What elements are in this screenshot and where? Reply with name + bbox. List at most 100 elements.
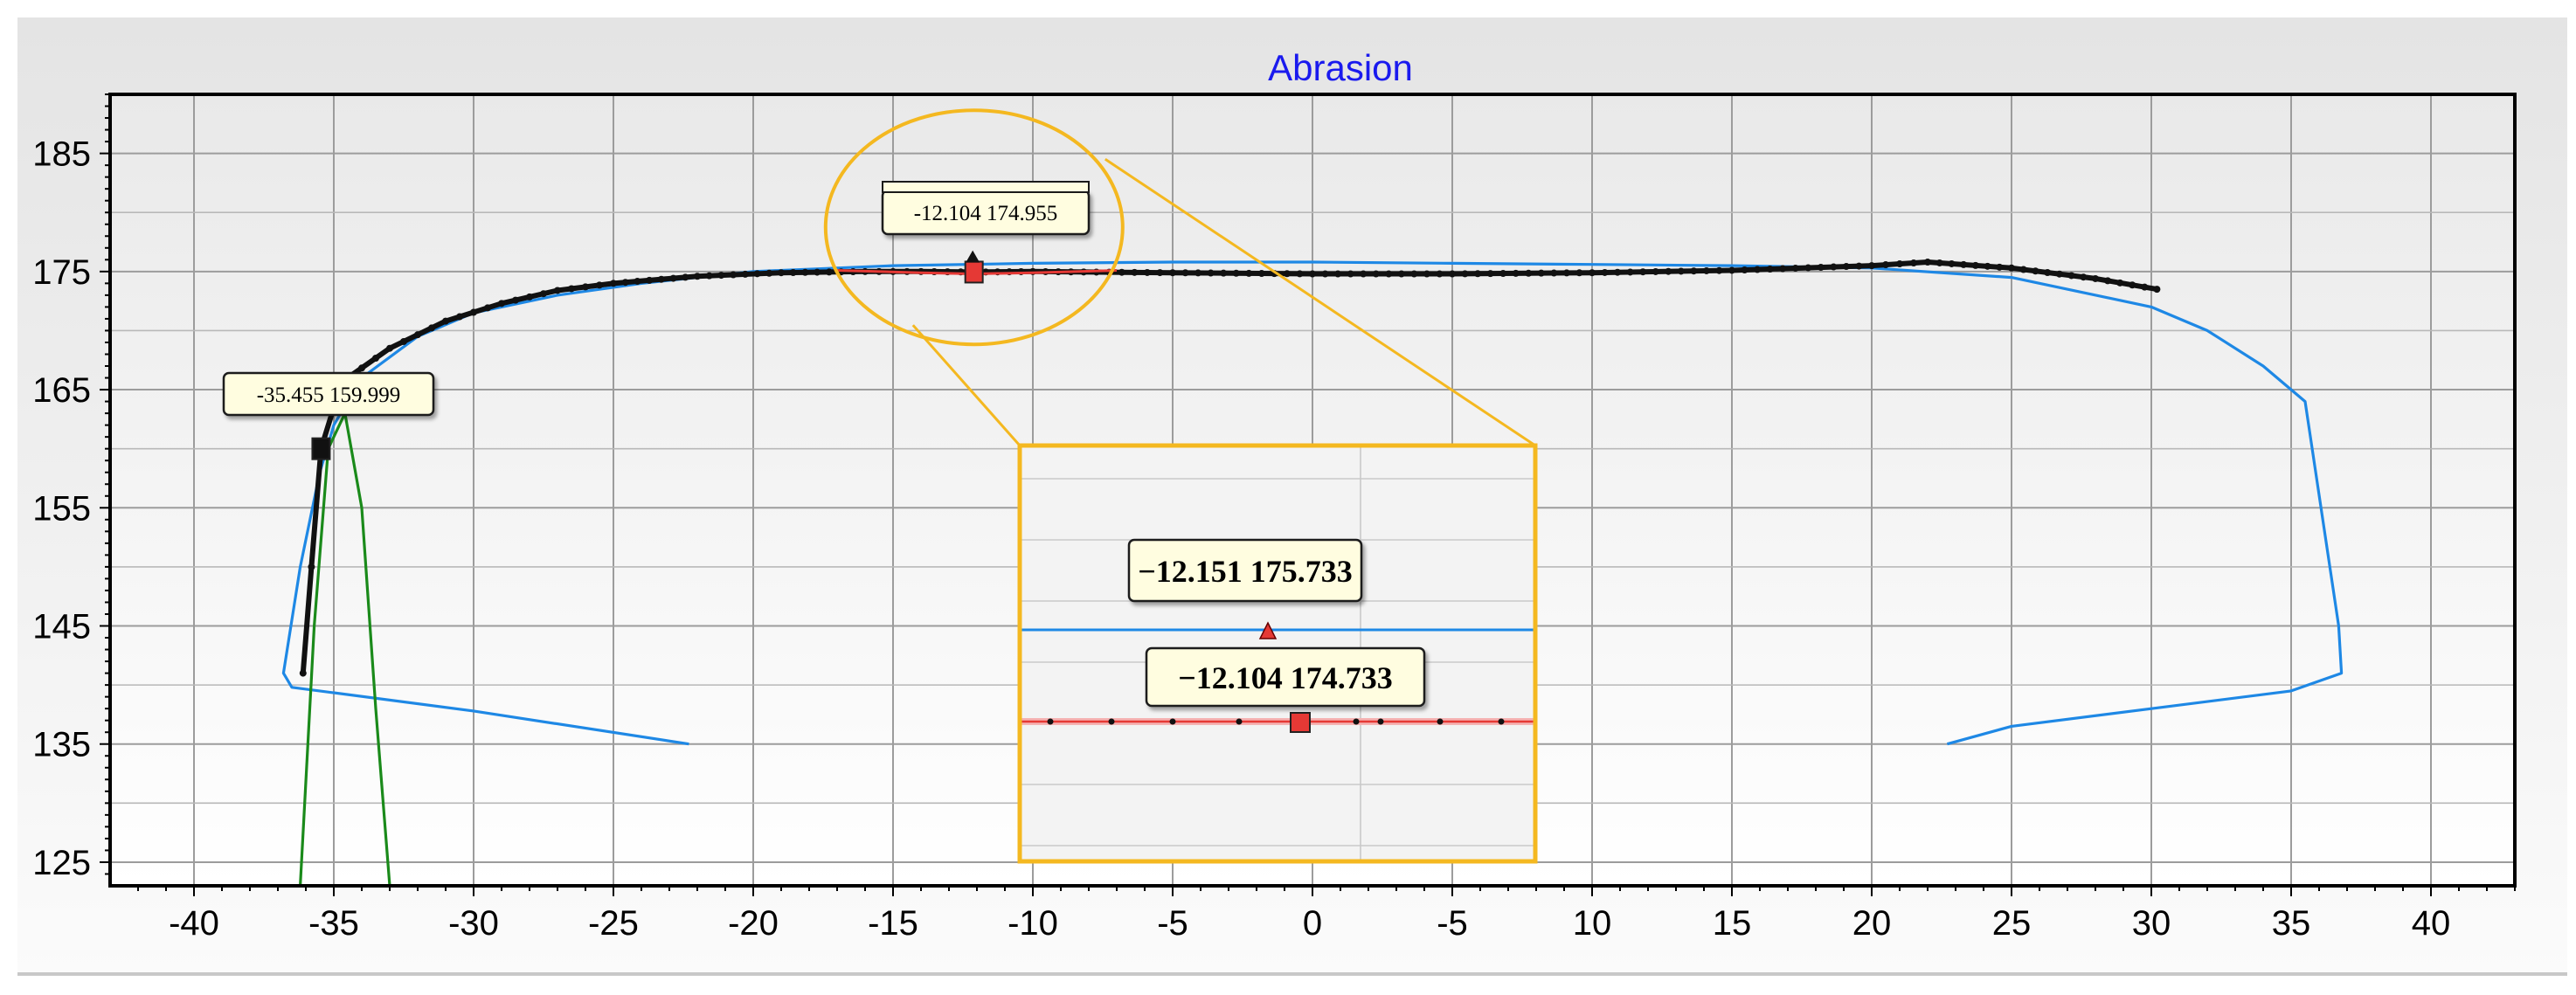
y-tick-label: 165 bbox=[32, 371, 91, 410]
series-black-point bbox=[717, 272, 725, 280]
series-black-point bbox=[621, 279, 629, 287]
marker-black-square bbox=[311, 437, 331, 460]
tooltip-marker-1: -35.455 159.999 bbox=[222, 371, 435, 417]
x-tick-label: -5 bbox=[1437, 904, 1468, 943]
series-black-point bbox=[386, 344, 393, 352]
series-black-point bbox=[1741, 266, 1748, 273]
x-tick-label: 35 bbox=[2272, 904, 2311, 943]
series-black-point bbox=[1652, 267, 1659, 275]
series-black-point bbox=[789, 268, 797, 276]
zoom-point bbox=[1498, 718, 1505, 725]
series-black-point bbox=[1626, 268, 1634, 276]
x-tick-label: 25 bbox=[1992, 904, 2032, 943]
series-black-point bbox=[1779, 265, 1787, 273]
series-black-point bbox=[1702, 266, 1710, 274]
tooltip-marker-2-stack bbox=[882, 181, 1090, 193]
series-black-point bbox=[1960, 260, 1968, 268]
series-black-point bbox=[372, 355, 379, 362]
zoom-point bbox=[1236, 718, 1243, 725]
zoom-point bbox=[1108, 718, 1115, 725]
series-black-point bbox=[526, 293, 533, 301]
tooltip-marker-1-text: -35.455 159.999 bbox=[257, 383, 401, 407]
series-black-point bbox=[1589, 269, 1596, 277]
x-tick-label: 0 bbox=[1303, 904, 1322, 943]
series-black-point bbox=[1868, 262, 1875, 270]
series-black-point bbox=[1423, 270, 1430, 278]
tooltips-layer: -35.455 159.999 -12.104 174.955 −12.151 17… bbox=[222, 181, 1426, 708]
zoom-inset-frame bbox=[1017, 443, 1538, 864]
series-black-point bbox=[705, 272, 713, 280]
x-tick-label: 10 bbox=[1573, 904, 1612, 943]
series-black-point bbox=[741, 270, 749, 278]
series-black-point bbox=[1910, 259, 1917, 267]
series-black-point bbox=[1385, 270, 1393, 278]
series-black-point bbox=[1397, 270, 1405, 278]
series-black-point bbox=[1935, 259, 1943, 266]
series-black-point bbox=[825, 268, 833, 276]
series-black-point bbox=[596, 281, 603, 289]
series-black-point bbox=[512, 296, 519, 304]
x-tick-label: 30 bbox=[2132, 904, 2171, 943]
series-black-point bbox=[2055, 270, 2063, 278]
tooltip-zoom-upper: −12.151 175.733 bbox=[1127, 538, 1363, 603]
zoom-triangle-marker bbox=[1258, 621, 1278, 639]
series-black-point bbox=[1372, 270, 1380, 278]
series-black-point bbox=[1118, 268, 1125, 276]
series-black-point bbox=[694, 273, 701, 280]
series-black-point bbox=[414, 331, 421, 339]
x-tick-label: 20 bbox=[1852, 904, 1892, 943]
series-black-point bbox=[1791, 265, 1799, 273]
series-black-point bbox=[1715, 266, 1723, 274]
series-black-point bbox=[1283, 270, 1291, 278]
series-black-point bbox=[1550, 269, 1558, 277]
series-black-point bbox=[1181, 269, 1189, 277]
series-black-point bbox=[1410, 270, 1418, 278]
markers-layer bbox=[311, 250, 984, 460]
series-black-point bbox=[1449, 270, 1456, 278]
series-black-point bbox=[1220, 269, 1228, 277]
series-black-point bbox=[2032, 267, 2039, 275]
series-black-point bbox=[1766, 266, 1774, 273]
series-black-point bbox=[1486, 270, 1494, 278]
series-black-point bbox=[1924, 259, 1931, 266]
series-black-point bbox=[1562, 269, 1570, 277]
axes: -40 -35 -30 -25 -20 -15 -10 -5 0 -5 10 15 20 25 30 35 40… bbox=[32, 93, 2516, 943]
series-black-point bbox=[646, 276, 654, 284]
x-tick-label: -20 bbox=[728, 904, 779, 943]
zoom-point bbox=[1169, 718, 1176, 725]
series-black-point bbox=[1996, 263, 2004, 271]
series-black-point bbox=[1347, 270, 1354, 278]
series-black-point bbox=[2092, 274, 2099, 282]
y-tick-label: 135 bbox=[32, 726, 91, 764]
tooltip-marker-2-text: -12.104 174.955 bbox=[914, 202, 1058, 225]
series-black-point bbox=[1525, 269, 1533, 277]
series-black-point bbox=[308, 563, 315, 570]
series-black-point bbox=[1474, 270, 1482, 278]
series-black-point bbox=[1257, 270, 1265, 278]
series-black-point bbox=[2008, 264, 2015, 272]
series-black-point bbox=[1830, 263, 1838, 271]
series-black-point bbox=[498, 300, 505, 307]
series-black-point bbox=[1207, 269, 1215, 277]
x-tick-label: -35 bbox=[308, 904, 359, 943]
chart-title: Abrasion bbox=[1268, 47, 1413, 88]
series-black-point bbox=[1131, 268, 1139, 276]
series-black-point bbox=[484, 304, 491, 312]
series-black-point bbox=[568, 285, 575, 293]
series-black-point bbox=[582, 283, 589, 291]
series-black-point bbox=[456, 313, 463, 321]
tooltip-zoom-upper-text: −12.151 175.733 bbox=[1138, 554, 1353, 589]
series-black-point bbox=[2153, 286, 2161, 294]
series-black-point bbox=[1804, 264, 1812, 272]
series-black-point bbox=[1601, 268, 1609, 276]
series-black-point bbox=[1512, 269, 1520, 277]
series-black-point bbox=[634, 278, 641, 286]
series-black-point bbox=[1309, 270, 1316, 278]
series-black-point bbox=[1842, 263, 1850, 271]
series-black-point bbox=[1461, 270, 1469, 278]
zoom-connector-line bbox=[1104, 157, 1536, 447]
series-black-point bbox=[2080, 273, 2088, 281]
y-tick-label: 145 bbox=[32, 608, 91, 646]
series-black-point bbox=[1232, 269, 1240, 277]
y-tick-label: 175 bbox=[32, 253, 91, 292]
